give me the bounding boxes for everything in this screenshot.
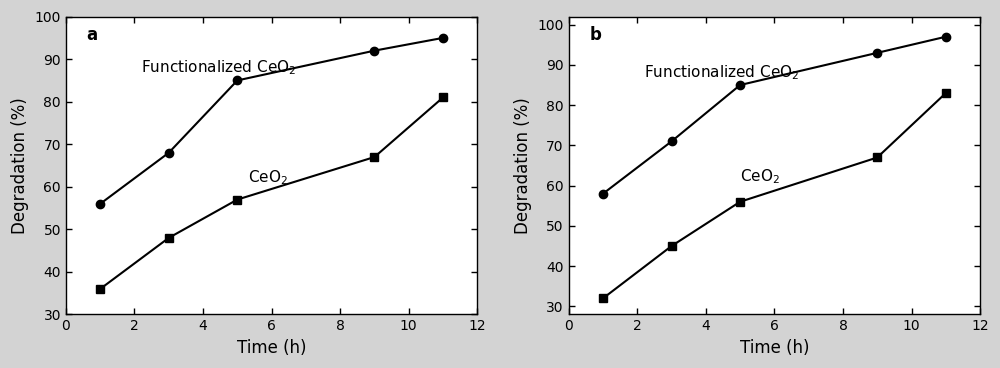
X-axis label: Time (h): Time (h) (237, 339, 306, 357)
Text: CeO$_2$: CeO$_2$ (248, 169, 287, 187)
Text: b: b (589, 25, 601, 43)
X-axis label: Time (h): Time (h) (740, 339, 809, 357)
Text: Functionalized CeO$_2$: Functionalized CeO$_2$ (644, 63, 799, 82)
Text: Functionalized CeO$_2$: Functionalized CeO$_2$ (141, 58, 297, 77)
Text: a: a (86, 25, 98, 43)
Y-axis label: Degradation (%): Degradation (%) (514, 97, 532, 234)
Text: CeO$_2$: CeO$_2$ (740, 168, 780, 186)
Y-axis label: Degradation (%): Degradation (%) (11, 97, 29, 234)
